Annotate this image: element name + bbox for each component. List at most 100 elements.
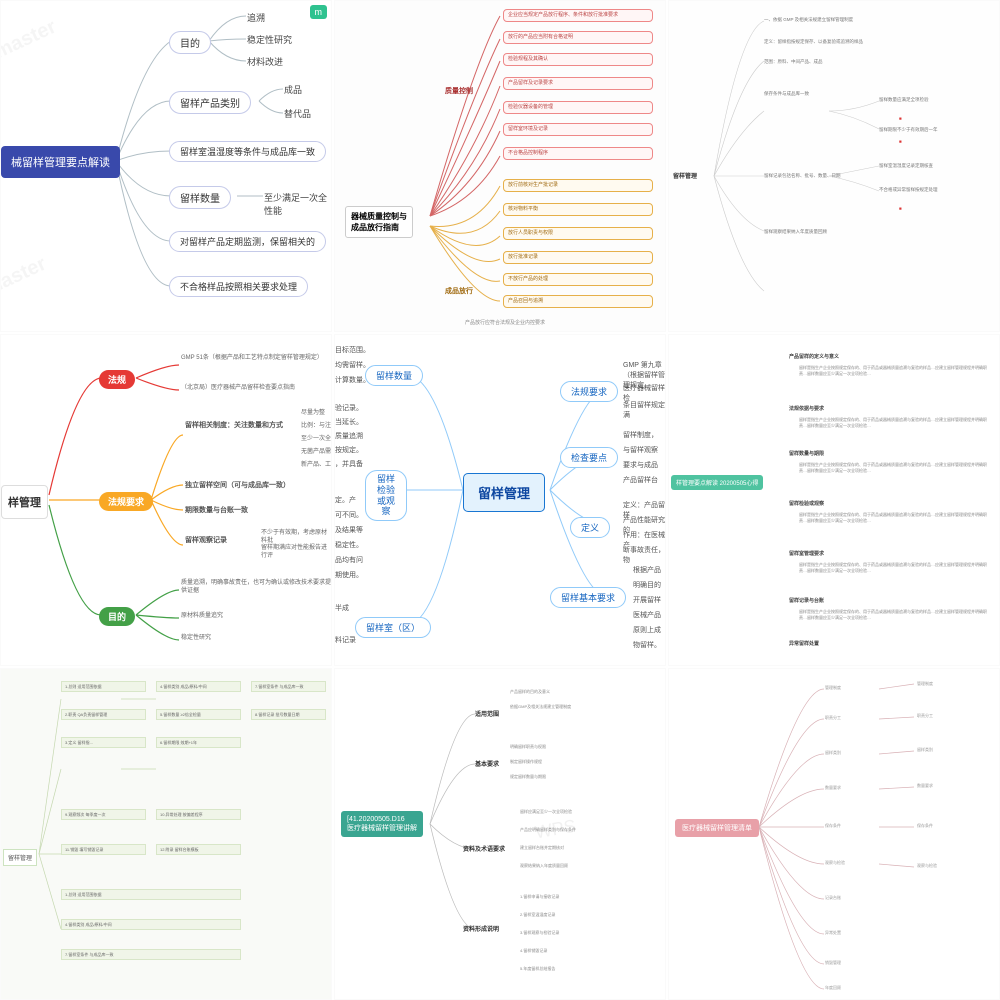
para: 留样是指生产企业按照规定保存的、用于药品或器械质量追溯与复验的样品…应建立留样管… — [799, 562, 989, 573]
para: 留样是指生产企业按照规定保存的、用于药品或器械质量追溯与复验的样品…应建立留样管… — [799, 417, 989, 428]
line: 留样记录包括名称、批号、数量、日期 — [764, 173, 841, 179]
node-check: 检查要点 — [560, 447, 618, 468]
node-purpose: 目的 — [169, 31, 211, 54]
leaf: 至少满足一次全性能 — [264, 191, 331, 217]
leaf: 当延长。 — [335, 417, 363, 427]
branch: 年度回顾 — [825, 985, 841, 990]
branch: 记录台账 — [825, 895, 841, 900]
node-qty: 留样数量 — [169, 186, 231, 209]
leaf: 计算数量。 — [335, 375, 370, 385]
leaf: 无菌产品需 — [301, 449, 331, 457]
branch-req: 法规要求 — [99, 492, 153, 511]
root-node: 留样管理 — [673, 171, 697, 180]
box: 12.附录 留样台账模板 — [156, 844, 241, 855]
leaf: 不少于有效期，考虑原材料批 — [261, 530, 331, 546]
para: 留样是指生产企业按照规定保存的、用于药品或器械质量追溯与复验的样品…应建立留样管… — [799, 512, 989, 523]
leaf: 料记录 — [335, 635, 356, 645]
section: 留样检验或观察 — [789, 500, 824, 507]
leaf: 定。产 — [335, 495, 356, 505]
box: 9.观察频次 每季度一次 — [61, 809, 146, 820]
mindmap-c9: 医疗器械留样管理清单 管理制度 职责分工 留样类别 数量要求 保存条件 观察与检… — [668, 668, 1000, 1000]
branch: 留样类别 — [825, 750, 841, 755]
leaf: 留样类别 — [917, 747, 933, 752]
footer: 产品放行应符合法规及企业内控要求 — [465, 319, 545, 326]
red-mark-icon: ■ — [899, 206, 902, 212]
leaf: 留样制度， — [623, 430, 658, 440]
section: 留样数量与期限 — [789, 450, 824, 457]
leaf: GMP 51条（根据产品和工艺特点制定留样管理规定） — [181, 355, 323, 363]
branch: 观察与检验 — [825, 860, 845, 865]
outline-c7: 留样管理 1.总则 适用范围依据 2.职责 QA负责留样管理 3.定义 留样指…… — [0, 668, 332, 1000]
node-inspect: 留样检验或观察 — [365, 470, 407, 521]
red-mark-icon: ■ — [899, 139, 902, 145]
item: 留样室环境及记录 — [503, 123, 653, 136]
section: 留样室管理要求 — [789, 550, 824, 557]
mindmap-c1: dmaster dmaster m 械留样管理要点解读 目的 追溯 稳定性研究 … — [0, 0, 332, 332]
para: 留样是指生产企业按照规定保存的、用于药品或器械质量追溯与复验的样品…应建立留样管… — [799, 462, 989, 473]
mindmap-c3: 留样管理 一、依据 GMP 及相关法规建立留样管理制度 定义：留样指按规定保存、… — [668, 0, 1000, 332]
leaf: 新产品、工 — [301, 462, 331, 470]
leaf: 及结果等 — [335, 525, 363, 535]
branch-purpose: 目的 — [99, 607, 135, 626]
item: 核对物料平衡 — [503, 203, 653, 216]
mindmap-c4: 样管理 法规 GMP 51条（根据产品和工艺特点制定留样管理规定） （北京局）医… — [0, 334, 332, 666]
section: 异常留样处置 — [789, 640, 819, 647]
outline-c8: WPS [41.20200505.D16医疗器械留样管理讲解 适用范围 产品留样… — [334, 668, 666, 1000]
para: 观察结果纳入年度质量回顾 — [520, 863, 568, 869]
leaf: 至少一次全 — [301, 436, 331, 444]
leaf: 均需留样。 — [335, 360, 370, 370]
node-room: 留样室（区） — [355, 617, 431, 638]
leaf: 开展留样 — [633, 595, 661, 605]
box: 1.总则 适用范围依据 — [61, 681, 146, 692]
line: 定义：留样指按规定保存、以备复验或追溯的样品 — [764, 39, 863, 45]
leaf: 稳定性。 — [335, 540, 363, 550]
item: 不合格品控制程序 — [503, 147, 653, 160]
item: 放行人员职责与权限 — [503, 227, 653, 240]
leaf: 成品 — [284, 83, 302, 96]
line: 保存条件与成品库一致 — [764, 91, 809, 97]
section: 法规依据与要求 — [789, 405, 824, 412]
item: 不放行产品的处理 — [503, 273, 653, 286]
para: 建立留样台账并定期核对 — [520, 845, 564, 851]
branch: 保存条件 — [825, 823, 841, 828]
outline-c6: 样管理要点解读 20200505心得 产品留样的定义与意义 留样是指生产企业按照… — [668, 334, 1000, 666]
sub: 期限数量与台账一致 — [185, 505, 248, 515]
node-def: 定义 — [570, 517, 610, 538]
red-mark-icon: ■ — [899, 116, 902, 122]
heading: 资料形成说明 — [463, 924, 499, 933]
leaf: 验记录。 — [335, 403, 363, 413]
para: 制定留样操作规程 — [510, 759, 542, 765]
node-nc: 不合格样品按照相关要求处理 — [169, 276, 308, 297]
root-node: 样管理要点解读 20200505心得 — [671, 475, 763, 490]
leaf: 物留样。 — [633, 640, 661, 650]
item: 放行的产品应当附有合格证明 — [503, 31, 653, 44]
leaf: 目标范围。 — [335, 345, 370, 355]
leaf: 留样期满应对性能报告进行评 — [261, 545, 331, 561]
connector-lines — [669, 1, 999, 331]
leaf: 比例：与注 — [301, 423, 331, 431]
leaf: ，并具备 — [335, 459, 363, 469]
para: 产品留样的目的及意义 — [510, 689, 550, 695]
section-label: 成品放行 — [445, 286, 473, 296]
leaf: 保存条件 — [917, 823, 933, 828]
leaf: 可不同。 — [335, 510, 363, 520]
leaf: 管理制度 — [917, 681, 933, 686]
leaf: 根据产品 — [633, 565, 661, 575]
leaf: 产品留样台 — [623, 475, 658, 485]
line: 不合格或异常留样按规定处理 — [879, 187, 938, 193]
branch: 数量要求 — [825, 785, 841, 790]
leaf: 材料改进 — [247, 55, 283, 68]
box: 7.留样室条件 与成品库一致 — [61, 949, 241, 960]
heading: 基本要求 — [475, 759, 499, 768]
box: 4.留样类别 成品/原料/中间 — [61, 919, 241, 930]
node-qty: 留样数量 — [365, 365, 423, 386]
leaf: 医械产品 — [633, 610, 661, 620]
para: 明确留样职责与权限 — [510, 744, 546, 750]
section: 留样记录与台账 — [789, 597, 824, 604]
node-env: 留样室温湿度等条件与成品库一致 — [169, 141, 326, 162]
leaf: （北京局）医疗器械产品留样检查要点指南 — [181, 385, 295, 393]
heading: 资料及术语要求 — [463, 844, 505, 853]
sub: 留样观察记录 — [185, 535, 227, 545]
box: 5.留样数量 ≥2倍全检量 — [156, 709, 241, 720]
leaf: 稳定性研究 — [181, 635, 211, 643]
